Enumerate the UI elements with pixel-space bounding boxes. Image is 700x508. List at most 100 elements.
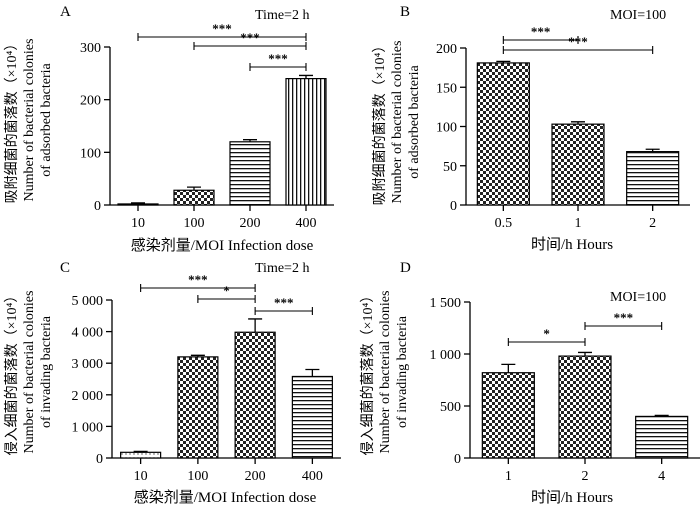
bar-1 [481,372,535,459]
bar-200 [229,141,271,206]
significance-bracket [137,33,307,41]
y-tick-label: 0 [94,199,101,214]
error-bar-2 [645,148,660,152]
y-tick-label: 100 [436,121,457,136]
panel-label: A [60,4,71,20]
condition-label: Time=2 h [255,261,309,276]
y-axis-label-line-1: 侵入细菌的菌落数（×10⁴） [3,289,20,456]
bar-4 [635,415,689,459]
y-axis-label-line-1: 侵入细菌的菌落数（×10⁴） [359,289,376,456]
bar-400 [291,375,333,459]
error-bar-1 [501,363,516,373]
panel-label: B [400,4,410,20]
x-tick-label: 200 [245,469,266,484]
x-tick-label: 2 [649,216,656,231]
x-axis-label: 感染剂量/MOI Infection dose [134,489,317,506]
x-tick-label: 200 [240,216,261,231]
y-axis-label: 吸附细菌的菌落数（×10⁴） Number of bacterial colon… [372,39,422,206]
x-tick-label: 400 [296,216,317,231]
error-bar-200 [243,139,257,142]
y-tick-label: 300 [80,41,101,56]
y-tick-label: 150 [436,81,457,96]
x-tick-label: 10 [131,216,145,231]
error-bar-400 [305,368,320,377]
error-bar-1 [571,121,585,125]
y-tick-label: 0 [96,452,103,467]
panel-label: C [60,260,70,276]
y-tick-label: 4 000 [72,326,104,341]
bar-400 [285,77,327,206]
bar-100 [177,356,219,459]
y-tick-label: 2 000 [72,389,104,404]
y-tick-label: 100 [80,146,101,161]
condition-label: MOI=100 [610,290,666,305]
error-bar-100 [190,354,205,357]
x-axis-label: 感染剂量/MOI Infection dose [131,237,314,254]
significance-bracket [584,322,663,330]
x-tick-label: 100 [184,216,205,231]
y-axis-label-line-2: Number of bacterial colonies [390,41,405,204]
panel-b: B MOI=100 吸附细菌的菌落数（×10⁴） Number of bacte… [372,4,690,253]
x-tick-label: 10 [134,469,148,484]
condition-label: MOI=100 [610,8,666,23]
y-axis-label: 侵入细菌的菌落数（×10⁴） Number of bacterial colon… [359,289,410,456]
error-bar-100 [187,186,201,191]
significance-label: * [543,326,550,341]
y-axis-label-line-2: Number of bacterial colonies [378,291,393,454]
x-tick-label: 400 [302,469,323,484]
error-bar-400 [299,74,313,79]
x-axis-label: 时间/h Hours [531,489,613,506]
panel-a: A Time=2 h 吸附细菌的菌落数（×10⁴） Number of bact… [4,4,334,254]
condition-label: Time=2 h [255,8,309,23]
x-tick-label: 100 [187,469,208,484]
error-bar-200 [248,318,263,333]
significance-label: *** [531,24,551,39]
bar-10 [120,451,162,459]
panel-d: D MOI=100 侵入细菌的菌落数（×10⁴） Number of bacte… [359,260,700,506]
y-tick-label: 3 000 [72,357,104,372]
y-axis-label-line-3: of invading bacteria [39,315,54,428]
x-tick-label: 0.5 [495,216,513,231]
y-axis-label-line-2: Number of bacterial colonies [22,39,37,202]
significance-label: *** [568,34,588,49]
bar-100 [173,189,215,206]
y-tick-label: 1 000 [430,348,462,363]
significance-label: *** [614,310,634,325]
significance-bracket [197,295,256,303]
error-bar-0.5 [496,60,511,63]
error-bar-2 [578,351,592,357]
significance-label: *** [268,51,288,66]
y-axis-label-line-1: 吸附细菌的菌落数（×10⁴） [372,39,388,206]
y-axis-label-line-2: Number of bacterial colonies [22,291,37,454]
y-tick-label: 0 [454,452,461,467]
x-tick-label: 4 [658,469,665,484]
y-axis-label-line-1: 吸附细菌的菌落数（×10⁴） [4,37,20,204]
error-bar-10 [133,450,148,453]
y-tick-label: 50 [443,160,457,175]
significance-bracket [502,46,654,54]
x-tick-label: 1 [575,216,582,231]
bar-2 [626,151,680,206]
bar-1 [551,123,605,206]
x-axis-label: 时间/h Hours [531,236,613,253]
y-axis-label-line-3: of invading bacteria [395,315,410,428]
y-tick-label: 0 [450,199,457,214]
significance-bracket [507,338,586,346]
y-tick-label: 200 [80,94,101,109]
y-axis-label-line-3: of adsorbed bacteria [39,62,54,176]
significance-bracket [140,284,256,292]
panel-c: C Time=2 h 侵入细菌的菌落数（×10⁴） Number of bact… [3,260,341,506]
bar-10 [117,203,159,206]
significance-label: *** [188,272,208,287]
y-tick-label: 500 [440,400,461,415]
y-tick-label: 1 000 [72,420,104,435]
y-tick-label: 5 000 [72,294,104,309]
significance-bracket [249,63,307,71]
y-axis-label-line-3: of adsorbed bacteria [407,64,422,178]
error-bar-10 [131,202,145,204]
significance-label: *** [212,21,232,36]
significance-label: *** [240,30,260,45]
significance-label: * [223,283,230,298]
y-axis-label: 吸附细菌的菌落数（×10⁴） Number of bacterial colon… [4,37,54,204]
